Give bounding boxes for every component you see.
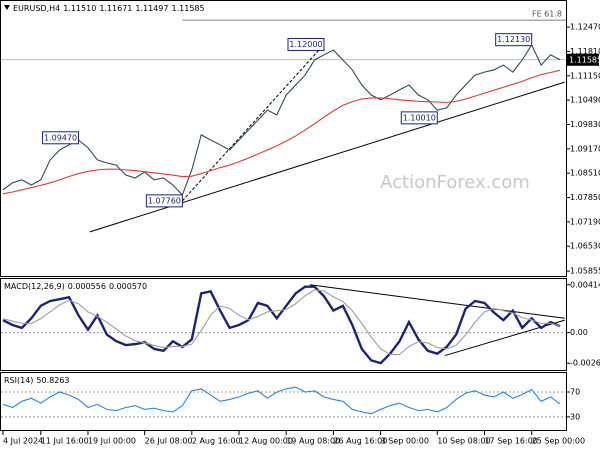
y-tick-label: 1.12470 — [570, 23, 600, 32]
rsi-frame — [0, 372, 567, 431]
macd-line — [2, 285, 561, 365]
price-label-box — [400, 111, 438, 125]
x-tick-label: 19 Aug 08:00 — [286, 437, 340, 446]
high: 1.11671 — [99, 4, 132, 13]
rsi-header: RSI(14) 50.8263 — [4, 376, 70, 385]
price-label-box — [495, 33, 533, 47]
y-tick-label: 1.07190 — [570, 217, 600, 226]
y-tick-label: 1.10490 — [570, 96, 600, 105]
macd-readout: 0.000556 — [68, 282, 106, 291]
trendline — [182, 44, 325, 202]
x-tick-label: 2 Aug 16:00 — [192, 437, 241, 446]
y-tick-label: 1.07850 — [570, 193, 600, 202]
price-label: 1.07760 — [148, 196, 181, 205]
x-tick-label: 11 Jul 16:00 — [41, 437, 89, 446]
trendline — [309, 284, 565, 319]
watermark: ActionForex.com — [380, 172, 530, 193]
y-tick-label: 0.004148 — [570, 280, 600, 289]
symbol: EURUSD,H4 — [13, 4, 60, 13]
x-tick-label: 25 Sep 00:00 — [532, 437, 585, 446]
x-tick-label: 4 Jul 2024 — [3, 437, 43, 446]
y-tick-label: 1.09830 — [570, 120, 600, 129]
rsi-line — [2, 386, 561, 415]
rsi-readout: 50.8263 — [36, 376, 69, 385]
x-tick-label: 10 Sep 08:00 — [437, 437, 490, 446]
fe-label: FE 61.8 — [532, 10, 562, 19]
x-tick-label: 26 Aug 16:00 — [333, 437, 387, 446]
y-tick-label: 1.11810 — [570, 47, 600, 56]
price-label: 1.10010 — [403, 113, 436, 122]
main-frame — [0, 0, 567, 277]
symbol-icon — [4, 5, 10, 10]
x-tick-label: 17 Sep 16:00 — [484, 437, 537, 446]
x-tick-label: 19 Jul 00:00 — [88, 437, 136, 446]
y-tick-label: 1.05855 — [570, 267, 600, 276]
x-tick-label: 12 Aug 00:00 — [239, 437, 293, 446]
y-tick-label: 70 — [570, 388, 580, 397]
y-tick-label: 30 — [570, 412, 580, 421]
y-tick-label: 0.00 — [570, 328, 588, 337]
signal-line — [2, 289, 561, 356]
last-price-label: 1.11585 — [569, 55, 600, 64]
price-label-box — [145, 194, 183, 208]
price-label: 1.12000 — [289, 40, 322, 49]
price-line — [2, 43, 561, 196]
macd-readout: 0.000570 — [109, 282, 147, 291]
price-label: 1.12130 — [497, 35, 530, 44]
y-tick-label: 1.06530 — [570, 242, 600, 251]
macd-title: MACD(12,26,9) — [4, 282, 65, 291]
trendline — [89, 81, 565, 233]
rsi-title: RSI(14) — [4, 376, 33, 385]
header: EURUSD,H4 1.11510 1.11671 1.11497 1.11585 — [13, 4, 205, 13]
price-label-box — [42, 131, 80, 145]
price-label-box — [287, 37, 325, 51]
low: 1.11497 — [135, 4, 168, 13]
last-price-box — [566, 53, 599, 66]
x-tick-label: 3 Sep 00:00 — [381, 437, 429, 446]
price-label: 1.09470 — [44, 133, 77, 142]
y-tick-label: 1.08510 — [570, 169, 600, 178]
y-tick-label: 1.11150 — [570, 71, 600, 80]
x-tick-label: 26 Jul 08:00 — [145, 437, 193, 446]
moving-average — [2, 69, 561, 195]
open: 1.11510 — [63, 4, 96, 13]
macd-header: MACD(12,26,9) 0.000556 0.000570 — [4, 282, 147, 291]
y-tick-label: 1.09170 — [570, 144, 600, 153]
y-tick-label: -0.002656 — [570, 359, 600, 368]
close: 1.11585 — [172, 4, 205, 13]
macd-frame — [0, 278, 567, 371]
